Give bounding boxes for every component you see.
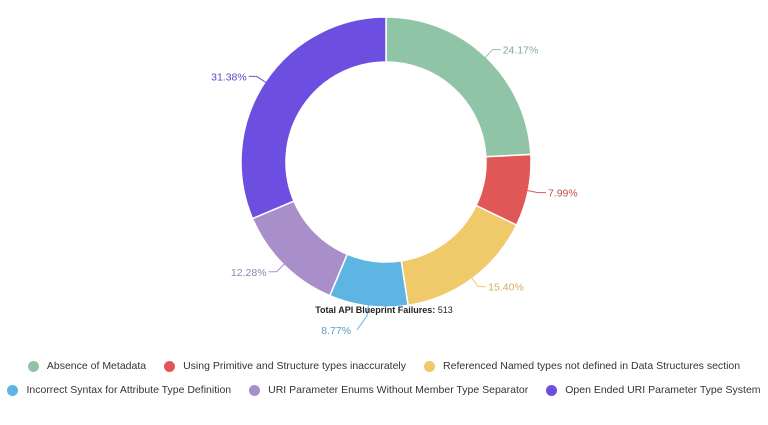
donut-slice[interactable] xyxy=(251,200,349,297)
legend-label: Referenced Named types not defined in Da… xyxy=(443,360,741,372)
legend-item[interactable]: Referenced Named types not defined in Da… xyxy=(424,360,740,372)
label-leader-line xyxy=(484,49,501,58)
total-value: 513 xyxy=(437,305,453,315)
legend-label: Incorrect Syntax for Attribute Type Defi… xyxy=(26,384,232,396)
legend-swatch xyxy=(424,360,436,372)
legend-label: Using Primitive and Structure types inac… xyxy=(183,360,407,372)
donut-slice[interactable] xyxy=(240,16,387,220)
label-leader-line xyxy=(527,189,546,194)
legend-label: Absence of Metadata xyxy=(46,360,147,372)
label-leader-line xyxy=(471,277,487,288)
legend-swatch xyxy=(7,384,19,396)
legend: Absence of Metadata Using Primitive and … xyxy=(0,360,768,396)
legend-item[interactable]: Using Primitive and Structure types inac… xyxy=(164,360,406,372)
slice-percent-label: 15.40% xyxy=(488,282,524,294)
slice-percent-label: 31.38% xyxy=(211,71,247,83)
donut-slice[interactable] xyxy=(385,16,532,158)
legend-row: Absence of Metadata Using Primitive and … xyxy=(19,360,749,372)
legend-row: Incorrect Syntax for Attribute Type Defi… xyxy=(0,384,768,396)
total-failures: Total API Blueprint Failures: 513 xyxy=(0,305,768,315)
legend-swatch xyxy=(249,384,261,396)
label-leader-line xyxy=(356,304,369,331)
legend-swatch xyxy=(164,360,176,372)
label-leader-line xyxy=(268,263,285,273)
legend-label: Open Ended URI Parameter Type System xyxy=(565,384,761,396)
legend-label: URI Parameter Enums Without Member Type … xyxy=(268,384,529,396)
legend-item[interactable]: Incorrect Syntax for Attribute Type Defi… xyxy=(7,384,231,396)
total-title: Total API Blueprint Failures: xyxy=(315,305,436,315)
legend-item[interactable]: Absence of Metadata xyxy=(27,360,147,372)
slice-percent-label: 8.77% xyxy=(321,325,351,337)
legend-swatch xyxy=(27,360,39,372)
legend-item[interactable]: Open Ended URI Parameter Type System xyxy=(546,384,761,396)
legend-item[interactable]: URI Parameter Enums Without Member Type … xyxy=(249,384,528,396)
slice-percent-label: 12.28% xyxy=(231,267,267,279)
slice-percent-label: 24.17% xyxy=(503,45,539,57)
legend-swatch xyxy=(546,384,558,396)
slice-percent-label: 7.99% xyxy=(548,188,578,200)
label-leader-line xyxy=(248,75,267,83)
